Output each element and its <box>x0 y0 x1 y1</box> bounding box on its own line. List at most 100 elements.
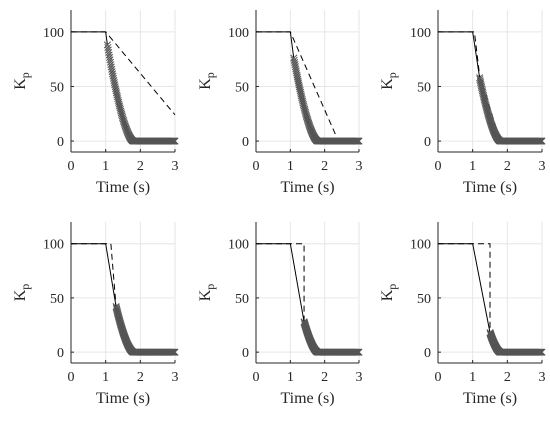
y-axis-label-subscript: p <box>385 284 399 290</box>
x-tick-label: 0 <box>68 370 75 385</box>
y-axis-label-subscript: p <box>203 72 217 78</box>
data-marker <box>538 137 546 145</box>
y-axis-label: Kp <box>12 72 32 90</box>
x-tick-label: 2 <box>321 159 328 174</box>
data-marker <box>303 115 311 123</box>
y-tick-label: 50 <box>235 292 249 307</box>
y-tick-label: 50 <box>50 292 64 307</box>
x-tick-label: 1 <box>287 159 294 174</box>
y-tick-label: 50 <box>50 80 64 95</box>
y-tick-label: 50 <box>417 80 431 95</box>
solid-series-line <box>438 31 481 78</box>
x-tick-label: 1 <box>287 370 294 385</box>
y-axis-label: Kp <box>197 72 217 90</box>
x-axis-label: Time (s) <box>96 390 150 407</box>
marker-series <box>112 303 179 356</box>
data-marker <box>481 100 490 108</box>
data-marker <box>110 79 118 87</box>
y-tick-label: 0 <box>424 135 431 150</box>
x-tick-label: 3 <box>356 370 363 385</box>
y-tick-label: 100 <box>43 238 64 253</box>
data-marker <box>171 137 179 145</box>
subplot-6: 0 1 2 3 0 50 100 Time (s) Kp <box>379 222 546 407</box>
x-tick-label: 1 <box>469 370 476 385</box>
y-tick-label: 0 <box>57 135 64 150</box>
y-tick-label: 100 <box>43 26 64 41</box>
data-marker <box>111 81 119 89</box>
x-axis-label: Time (s) <box>96 179 150 196</box>
data-marker <box>291 61 299 69</box>
data-marker <box>355 137 363 145</box>
x-tick-label: 0 <box>68 159 75 174</box>
marker-series <box>486 329 546 356</box>
dashed-series-line <box>71 31 176 116</box>
x-tick-label: 3 <box>172 370 179 385</box>
marker-series <box>290 54 363 145</box>
y-axis-label-subscript: p <box>18 284 32 290</box>
y-tick-label: 0 <box>242 346 249 361</box>
data-marker <box>171 348 179 356</box>
data-marker <box>290 56 298 64</box>
marker-series <box>103 41 179 145</box>
solid-series-line <box>71 243 117 307</box>
data-marker <box>109 74 118 82</box>
marker-series <box>300 318 363 356</box>
x-tick-label: 0 <box>253 370 260 385</box>
y-tick-label: 0 <box>242 135 249 150</box>
x-tick-label: 2 <box>321 370 328 385</box>
y-tick-label: 0 <box>424 346 431 361</box>
y-axis-label: Kp <box>197 284 217 302</box>
data-marker <box>481 98 489 107</box>
x-tick-label: 2 <box>137 370 144 385</box>
data-marker <box>480 96 489 104</box>
x-tick-label: 2 <box>137 159 144 174</box>
y-tick-label: 50 <box>417 292 431 307</box>
data-marker <box>304 117 312 125</box>
subplot-5: 0 1 2 3 0 50 100 Time (s) Kp <box>197 222 363 407</box>
x-tick-label: 1 <box>102 159 109 174</box>
x-axis-label: Time (s) <box>463 390 517 407</box>
y-axis-label: Kp <box>12 284 32 302</box>
x-tick-label: 2 <box>504 159 511 174</box>
data-marker <box>538 348 546 356</box>
x-tick-label: 2 <box>504 370 511 385</box>
subplot-2: 0 1 2 3 0 50 100 Time (s) Kp <box>197 10 363 196</box>
data-marker <box>291 58 299 66</box>
x-tick-label: 3 <box>172 159 179 174</box>
data-marker <box>109 72 117 80</box>
solid-series-line <box>438 243 491 333</box>
x-tick-label: 3 <box>539 159 546 174</box>
y-axis-label-subscript: p <box>18 72 32 78</box>
y-tick-label: 100 <box>228 26 249 41</box>
solid-series-line <box>256 31 295 59</box>
x-tick-label: 3 <box>539 370 546 385</box>
y-tick-label: 100 <box>410 238 431 253</box>
y-tick-label: 50 <box>235 80 249 95</box>
x-tick-label: 1 <box>469 159 476 174</box>
subplot-4: 0 1 2 3 0 50 100 Time (s) Kp <box>12 222 179 407</box>
data-marker <box>482 103 490 111</box>
data-marker <box>121 120 129 129</box>
data-marker <box>482 101 490 109</box>
y-axis-label: Kp <box>379 72 399 90</box>
data-marker <box>355 348 363 356</box>
data-marker <box>481 97 489 105</box>
y-tick-label: 100 <box>410 26 431 41</box>
y-axis-label: Kp <box>379 284 399 302</box>
solid-series-line <box>256 243 305 322</box>
y-axis-label-subscript: p <box>203 284 217 290</box>
y-tick-label: 100 <box>228 238 249 253</box>
x-tick-label: 0 <box>253 159 260 174</box>
x-axis-label: Time (s) <box>463 179 517 196</box>
x-tick-label: 0 <box>435 159 442 174</box>
data-marker <box>303 114 311 122</box>
x-tick-label: 1 <box>102 370 109 385</box>
y-tick-label: 0 <box>57 346 64 361</box>
x-tick-label: 0 <box>435 370 442 385</box>
x-axis-label: Time (s) <box>280 390 334 407</box>
subplot-3: 0 1 2 3 0 50 100 Time (s) Kp <box>379 10 546 196</box>
y-axis-label-subscript: p <box>385 72 399 78</box>
data-marker <box>303 113 311 121</box>
x-tick-label: 3 <box>356 159 363 174</box>
